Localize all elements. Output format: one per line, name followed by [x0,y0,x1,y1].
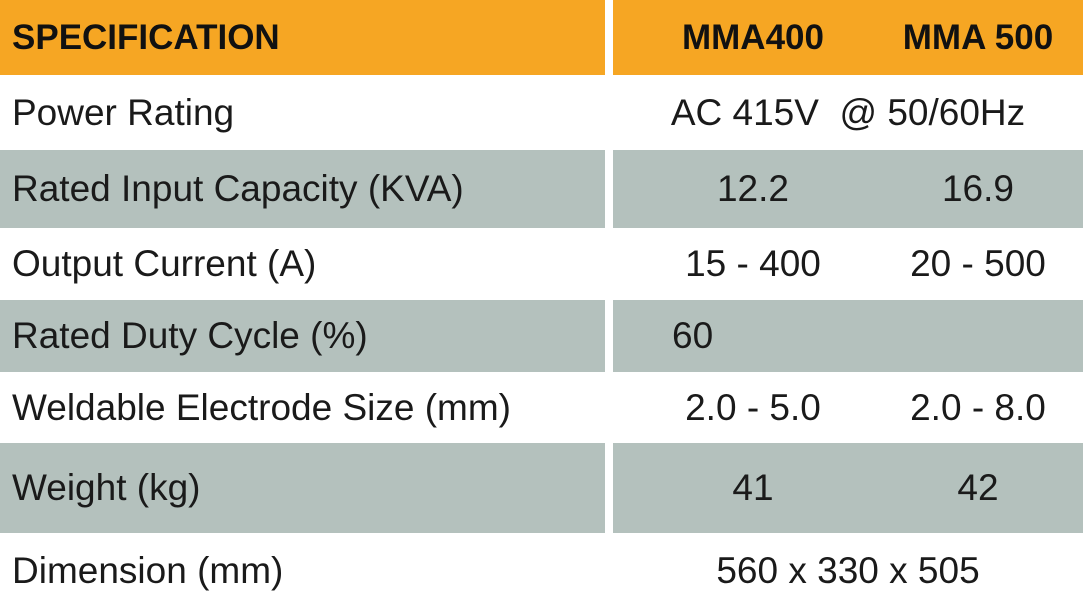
row-label: Rated Duty Cycle (%) [0,300,605,372]
row-value: AC 415V @ 50/60Hz [670,91,1026,133]
header-model: MMA400 [682,17,824,57]
row-label: Weldable Electrode Size (mm) [12,386,511,428]
header-bg [613,0,1083,75]
row-bg [613,150,1083,228]
row-value: 42 [957,467,999,508]
header-model: MMA 500 [902,17,1054,57]
row-value: 2.0 - 5.0 [685,386,821,428]
row-value: 2.0 - 8.0 [910,386,1046,428]
row-label: Dimension (mm) [12,550,284,591]
header-title: SPECIFICATION [12,17,280,57]
row-value: 15 - 400 [685,243,821,284]
row-label: Output Current (A) [12,243,317,284]
row-value: 20 - 500 [910,243,1046,284]
header-bg [0,0,605,75]
row-bg [613,300,1083,372]
row-label: Rated Input Capacity (KVA) [0,150,605,228]
row-value: 560 x 330 x 505 [716,550,980,591]
row-label: Weight (kg) [0,443,605,533]
row-value: 60 [672,315,714,356]
row-value: 41 [732,467,774,508]
row-bg [613,443,1083,533]
row-value: 12.2 [716,168,789,209]
row-value: 16.9 [941,168,1014,209]
row-label: Power Rating [12,91,235,133]
